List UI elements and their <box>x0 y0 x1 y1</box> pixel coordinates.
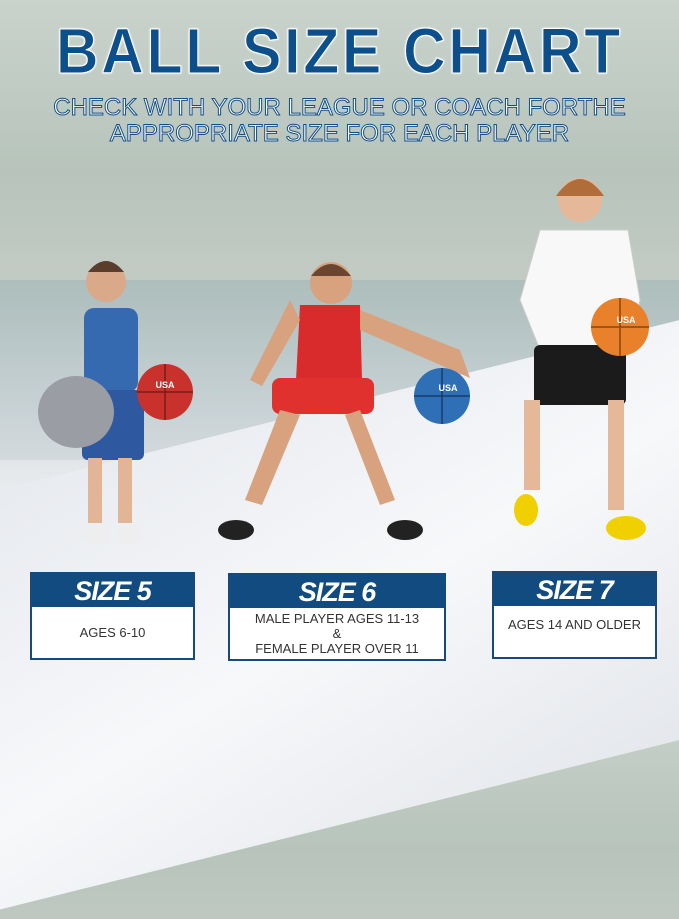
size-7-ages: AGES 14 AND OLDER <box>508 617 641 632</box>
size-6-description: MALE PLAYER AGES 11-13 & FEMALE PLAYER O… <box>230 608 444 659</box>
basketball-blue: USA <box>414 368 470 424</box>
size-6-card: SIZE 6 MALE PLAYER AGES 11-13 & FEMALE P… <box>228 573 446 661</box>
players-illustration: USA USA USA <box>38 178 649 545</box>
size-5-card: SIZE 5 AGES 6-10 <box>30 572 195 660</box>
size-7-label: SIZE 7 <box>494 573 655 606</box>
subtitle-line-2: APPROPRIATE SIZE FOR EACH PLAYER <box>109 120 570 148</box>
child-player-figure <box>38 261 144 545</box>
middle-player-figure <box>218 262 470 540</box>
size-6-label: SIZE 6 <box>230 575 444 608</box>
svg-text:USA: USA <box>155 380 175 390</box>
basketball-red: USA <box>137 364 193 420</box>
size-5-label: SIZE 5 <box>32 574 193 607</box>
size-5-ages: AGES 6-10 <box>79 625 146 640</box>
svg-text:USA: USA <box>616 315 636 325</box>
teen-player-figure <box>514 178 646 540</box>
size-5-description: AGES 6-10 <box>32 607 193 658</box>
size-7-card: SIZE 7 AGES 14 AND OLDER <box>492 571 657 659</box>
size-7-description: AGES 14 AND OLDER <box>494 606 655 657</box>
svg-text:USA: USA <box>438 383 458 393</box>
size-6-line-1: MALE PLAYER AGES 11-13 <box>254 611 420 626</box>
subtitle-line-1: CHECK WITH YOUR LEAGUE OR COACH FORTHE <box>53 94 627 122</box>
page-title: BALL SIZE CHART <box>56 15 623 88</box>
size-6-line-2: & <box>332 626 342 641</box>
basketball-orange: USA <box>591 298 649 356</box>
size-6-line-3: FEMALE PLAYER OVER 11 <box>255 641 419 656</box>
